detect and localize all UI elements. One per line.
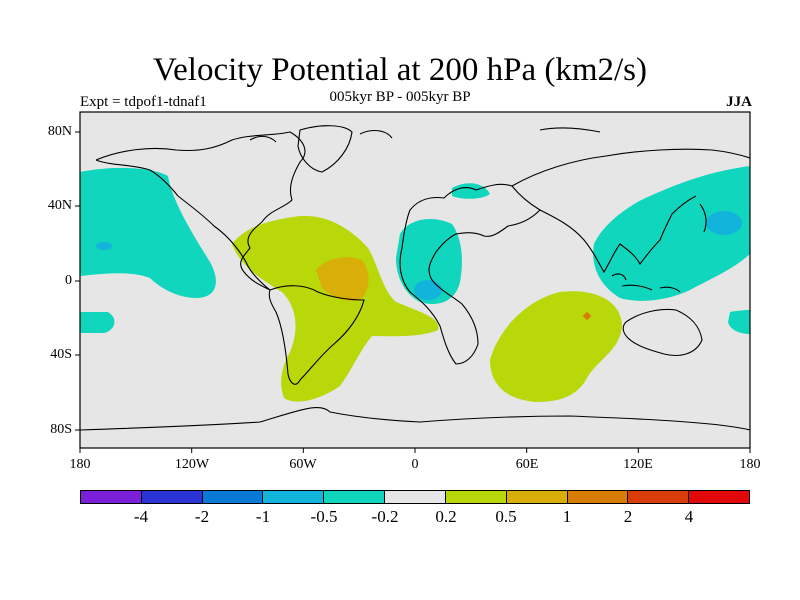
contour-positive-americas [232,215,439,402]
colorbar-label: -1 [255,507,271,526]
colorbar-swatch [506,491,568,503]
colorbar-swatch [567,491,629,503]
colorbar-label: -0.5 [310,507,338,526]
lat-label-80n: 80N [47,124,72,139]
contour-negative-core-asia [706,211,742,235]
contour-positive-core-indian-ocean [582,311,592,321]
lon-label-60w: 60W [289,457,317,472]
contour-negative-atlantic-africa [396,219,462,304]
lat-label-0: 0 [65,273,72,288]
coastline-europe-africa [399,183,541,365]
lat-label-80s: 80S [50,422,72,437]
contour-negative-south-pacific [80,312,115,333]
colorbar [80,490,750,504]
colorbar-label: -4 [133,507,149,526]
contour-negative-europe [452,183,490,199]
season-label: JJA [726,94,752,110]
coastline-asia [511,148,750,274]
contour-negative-core-africa [414,280,442,300]
coastline-north-america [95,131,306,291]
colorbar-swatch [628,491,690,503]
colorbar-swatch [81,491,142,503]
colorbar-label: -0.2 [371,507,399,526]
contour-positive-core-south-america [316,257,369,302]
contour-positive-indian-ocean [490,291,622,402]
coastline-south-america [268,285,365,385]
contour-fills [80,166,750,402]
coastline-indonesia [611,273,681,293]
colorbar-swatch [141,491,203,503]
contour-negative-east-indian-ocean [728,310,750,334]
colorbar-label: -2 [194,507,210,526]
colorbar-label: 0.2 [435,507,457,526]
experiment-label: Expt = tdpof1-tdnaf1 [80,94,207,110]
subtitle: 005kyr BP - 005kyr BP [329,89,471,105]
colorbar-swatch [202,491,264,503]
lon-label-180e: 180 [739,457,761,472]
lon-label-180w: 180 [69,457,91,472]
coastline-antarctica [80,406,750,431]
contour-negative-northeast-pacific [80,167,216,298]
colorbar-swatch [445,491,507,503]
lon-label-60e: 60E [515,457,539,472]
coastline-greenland [297,125,353,173]
contour-negative-asia-pacific [593,166,750,301]
colorbar-label: 4 [684,507,694,526]
colorbar-swatch [263,491,325,503]
lon-label-0: 0 [411,457,419,472]
colorbar-label: 1 [562,507,572,526]
page-title: Velocity Potential at 200 hPa (km2/s) [152,52,648,88]
colorbar-swatch [385,491,446,503]
colorbar-swatch [324,491,386,503]
coastline-japan [699,203,707,233]
coastline-arctic-islands [249,127,601,143]
lon-label-120e: 120E [623,457,653,472]
contour-negative-core-pacific [96,242,112,250]
lat-label-40s: 40S [50,347,72,362]
lon-label-120w: 120W [174,457,210,472]
lat-label-40n: 40N [47,198,72,213]
colorbar-label: 2 [623,507,633,526]
tick-marks [75,131,751,453]
coastline-australia [622,308,703,357]
colorbar-swatch [689,491,749,503]
colorbar-label: 0.5 [495,507,517,526]
coastlines [80,125,750,431]
